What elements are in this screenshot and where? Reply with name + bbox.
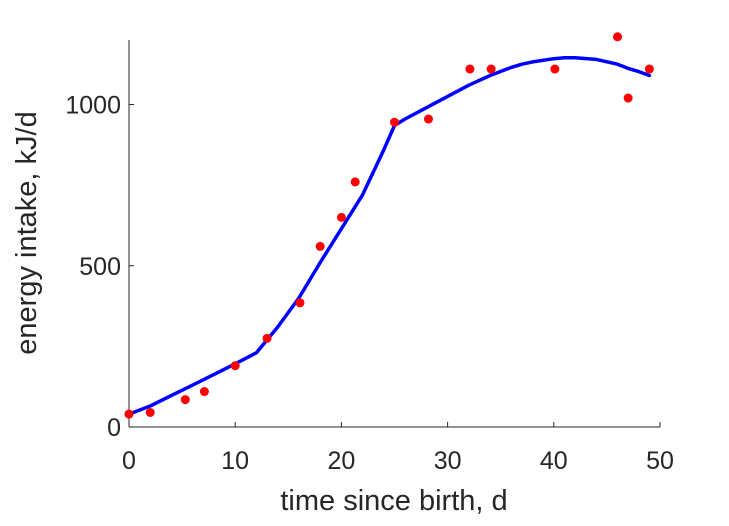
x-tick-label: 0 [122,447,136,475]
data-point [390,117,399,127]
data-point [199,387,209,397]
x-tick-label: 50 [646,447,674,475]
y-tick-label: 0 [107,414,121,442]
data-point [350,177,360,187]
data-point [336,212,346,222]
x-tick-label: 40 [540,447,568,475]
data-point [486,64,496,74]
data-point [124,409,134,419]
data-point [644,64,654,74]
data-point [295,298,305,308]
data-point [230,361,240,371]
data-point [262,333,272,343]
data-point [180,395,190,405]
data-point [623,93,633,103]
y-axis-label: energy intake, kJ/d [11,111,43,354]
data-point [423,114,433,124]
data-point [465,64,475,74]
data-point [315,241,325,251]
data-point [145,407,155,417]
fit-curve-line [127,55,652,416]
plot-area [124,32,654,419]
x-tick-label: 30 [434,447,462,475]
x-axis-label: time since birth, d [280,485,507,517]
y-tick-label: 1000 [65,92,121,120]
y-tick-label: 500 [79,253,121,281]
x-tick-label: 20 [327,447,355,475]
x-tick-label: 10 [221,447,249,475]
data-point [550,64,560,74]
data-point [613,32,623,42]
